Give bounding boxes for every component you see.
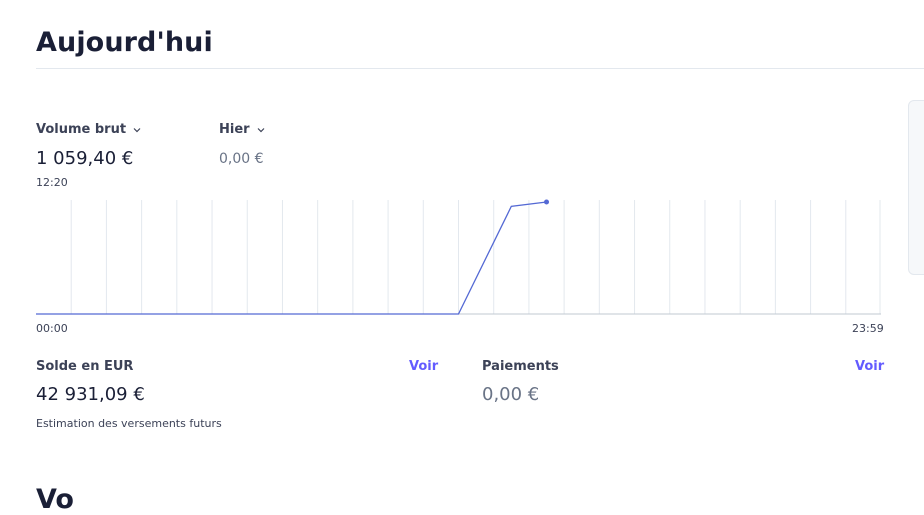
compare-select-label: Hier bbox=[219, 122, 250, 137]
side-panel-tab[interactable] bbox=[908, 100, 924, 275]
x-axis-end-label: 23:59 bbox=[852, 322, 884, 335]
payments-label: Paiements bbox=[482, 359, 559, 374]
payments-view-link[interactable]: Voir bbox=[855, 359, 885, 374]
x-axis-start-label: 00:00 bbox=[36, 322, 68, 335]
metric-select-volume[interactable]: Volume brut bbox=[36, 122, 142, 137]
balance-view-link[interactable]: Voir bbox=[409, 359, 439, 374]
gross-volume-chart bbox=[36, 199, 881, 315]
page-title: Aujourd'hui bbox=[36, 27, 213, 58]
current-time-label: 12:20 bbox=[36, 176, 68, 189]
title-divider bbox=[36, 68, 924, 69]
chart-current-point bbox=[544, 199, 550, 205]
gross-volume-value: 1 059,40 € bbox=[36, 148, 134, 169]
chevron-down-icon bbox=[133, 127, 141, 132]
balance-note: Estimation des versements futurs bbox=[36, 417, 222, 430]
chart-series-line bbox=[36, 201, 547, 315]
payments-value: 0,00 € bbox=[482, 384, 540, 405]
balance-value: 42 931,09 € bbox=[36, 384, 145, 405]
chevron-down-icon bbox=[257, 127, 265, 132]
yesterday-value: 0,00 € bbox=[219, 151, 264, 167]
metric-select-label: Volume brut bbox=[36, 122, 127, 137]
balance-label: Solde en EUR bbox=[36, 359, 134, 374]
compare-select-yesterday[interactable]: Hier bbox=[219, 122, 266, 137]
